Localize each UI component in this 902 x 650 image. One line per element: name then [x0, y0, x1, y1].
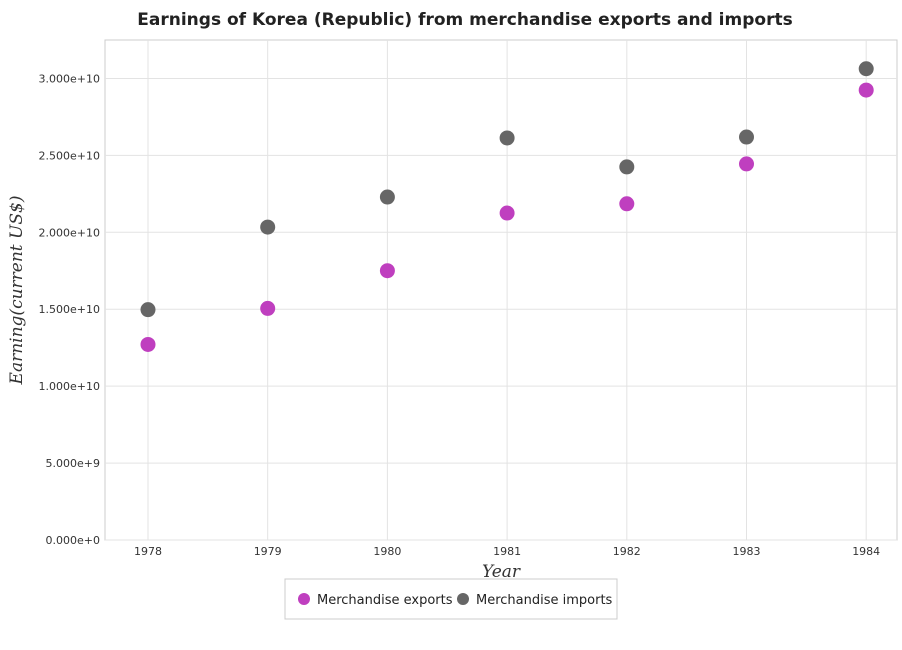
merchandise-exports-point	[619, 196, 635, 212]
merchandise-exports-point	[260, 300, 276, 316]
x-tick-label: 1981	[493, 545, 521, 558]
plot-area	[104, 39, 898, 541]
legend-box	[284, 578, 618, 620]
merchandise-imports-point	[739, 129, 754, 145]
merchandise-exports-point	[499, 205, 515, 221]
merchandise-imports-point	[499, 130, 515, 146]
merchandise-imports-point	[260, 219, 276, 235]
y-tick-label: 5.000e+9	[46, 457, 100, 470]
legend-label-exports: Merchandise exports	[317, 593, 453, 608]
legend-marker-exports	[298, 593, 310, 605]
legend-marker-imports	[457, 593, 469, 605]
merchandise-imports-point	[140, 302, 156, 318]
merchandise-imports-point	[858, 61, 874, 77]
data-points	[140, 61, 874, 352]
y-tick-label: 0.000e+0	[46, 534, 100, 547]
y-tick-label: 2.500e+10	[39, 149, 100, 162]
y-tick-labels: 0.000e+0 5.000e+9 1.000e+10 1.500e+10 2.000e…	[39, 72, 100, 547]
merchandise-exports-point	[379, 263, 395, 279]
x-tick-label: 1984	[852, 545, 880, 558]
y-tick-label: 2.000e+10	[39, 226, 100, 239]
x-axis-title: Year	[482, 562, 521, 582]
x-tick-label: 1978	[134, 545, 162, 558]
y-tick-label: 1.000e+10	[39, 380, 100, 393]
chart-title: Earnings of Korea (Republic) from mercha…	[137, 10, 792, 30]
y-tick-label: 3.000e+10	[39, 72, 100, 85]
merchandise-imports-point	[379, 189, 395, 205]
legend-label-imports: Merchandise imports	[476, 593, 613, 608]
y-axis-title: Earning(current US$)	[7, 196, 27, 386]
y-gridlines	[105, 77, 897, 541]
x-gridlines	[147, 40, 867, 540]
merchandise-exports-point	[140, 336, 156, 352]
x-tick-label: 1982	[613, 545, 641, 558]
x-tick-label: 1983	[733, 545, 761, 558]
legend: Merchandise exports Merchandise imports	[284, 578, 618, 620]
x-tick-labels: 1978 1979 1980 1981 1982 1983 1984	[134, 545, 880, 558]
merchandise-exports-point	[739, 156, 754, 172]
x-tick-label: 1979	[254, 545, 282, 558]
merchandise-exports-point	[858, 82, 874, 98]
merchandise-imports-point	[619, 159, 635, 175]
x-tick-label: 1980	[373, 545, 401, 558]
y-tick-label: 1.500e+10	[39, 303, 100, 316]
